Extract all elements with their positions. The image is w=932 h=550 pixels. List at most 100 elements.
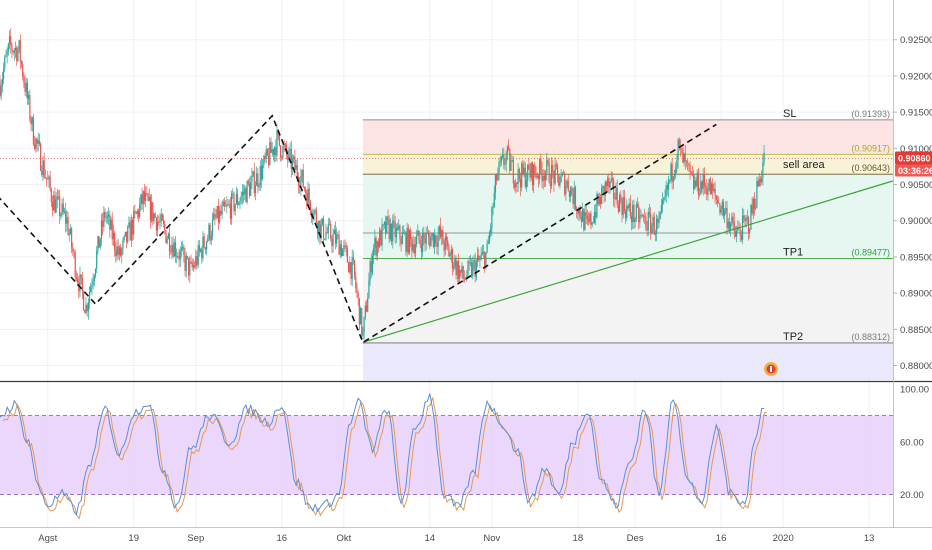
candle-body [587,219,590,222]
candle-body [636,204,639,207]
candle-body [123,235,125,241]
candle-body [173,242,175,257]
candle-body [308,188,310,201]
candle-body [616,187,618,205]
candle-body [726,208,728,228]
candle-body [751,205,753,214]
candle-body [32,117,35,145]
candle-body [348,262,350,273]
candle-body [379,230,381,248]
candle-body [196,256,198,265]
candle-body [112,232,115,240]
candle-body [519,179,522,188]
candle-body [291,159,294,170]
candle-body [617,204,620,212]
candle-body [759,179,762,183]
candle-body [470,262,473,277]
candle-body [62,203,64,213]
candle-body [192,265,195,268]
candle-body [60,214,62,217]
price-pane[interactable]: SL (0.91393) (0.90917) sell area (0.90643) TP… [0,0,894,527]
candle-body [376,241,378,256]
candle-body [303,187,306,190]
candle-body [404,232,406,234]
candle-body [149,196,152,221]
candle-body [137,210,140,217]
candle-body [595,212,597,218]
candle-body [641,215,643,216]
candle-body [422,232,424,253]
stochastic-band [0,415,893,495]
candle-body [172,244,174,257]
candle-body [306,193,308,206]
candle-body [262,165,264,180]
event-flag-icon[interactable] [764,362,778,376]
candle-body [161,214,163,221]
candle-body [99,239,101,248]
candle-body [134,210,136,213]
candle-body [365,305,368,312]
candle-body [73,251,75,253]
price-tick-label: 0.90000 [900,216,932,227]
candle-body [630,216,633,223]
candle-body [418,230,420,240]
candle-body [287,154,289,160]
zigzag-pattern-line[interactable] [0,114,717,344]
candle-body [1,78,3,86]
candle-body [431,232,433,237]
candle-body [203,236,205,248]
candle-body [266,149,269,156]
candle-body [436,243,438,247]
candle-body [725,208,727,211]
candle-body [188,257,190,276]
ascending-trend-line[interactable] [362,180,894,343]
candle-body [744,218,746,222]
stochastic-pane[interactable] [0,393,893,520]
candle-body [337,234,339,236]
candle-body [620,194,622,202]
candle-body [380,230,382,246]
time-tick-label: Des [627,533,644,544]
candle-body [109,214,111,230]
candle-body [338,234,340,255]
candle-body [648,211,651,215]
candle-body [246,180,248,203]
candle-body [0,85,2,96]
candle-body [63,211,66,213]
candle-body [75,277,78,279]
candle-body [34,144,36,149]
candle-body [374,237,376,248]
candle-body [48,176,50,180]
candle-body [183,246,185,256]
current-price-value: 0.90860 [898,153,931,163]
level-value-5: (0.88312) [851,332,890,342]
candle-body [518,169,520,180]
candle-body [325,232,327,240]
candle-body [358,298,360,325]
candle-body [245,188,247,203]
candle-body [110,219,112,230]
candle-body [534,164,536,174]
candle-body [162,220,165,225]
level-value-4: (0.89477) [851,248,890,258]
candle-body [429,236,431,247]
candle-body [566,180,568,186]
candle-body [568,190,571,197]
candle-body [202,236,204,259]
candle-body [179,250,181,260]
candle-body [646,228,648,231]
candle-body [688,163,690,166]
level-name-5: TP2 [783,331,803,343]
candle-body [589,213,591,222]
candle-body [232,193,234,195]
candle-body [694,180,696,189]
candle-body [18,40,20,50]
candle-body [423,232,425,239]
candle-body [734,231,737,237]
level-name-4: TP1 [783,247,803,259]
candle-body [124,231,126,236]
candle-body [369,261,371,281]
candle-body [268,155,270,165]
candle-body [695,180,697,187]
